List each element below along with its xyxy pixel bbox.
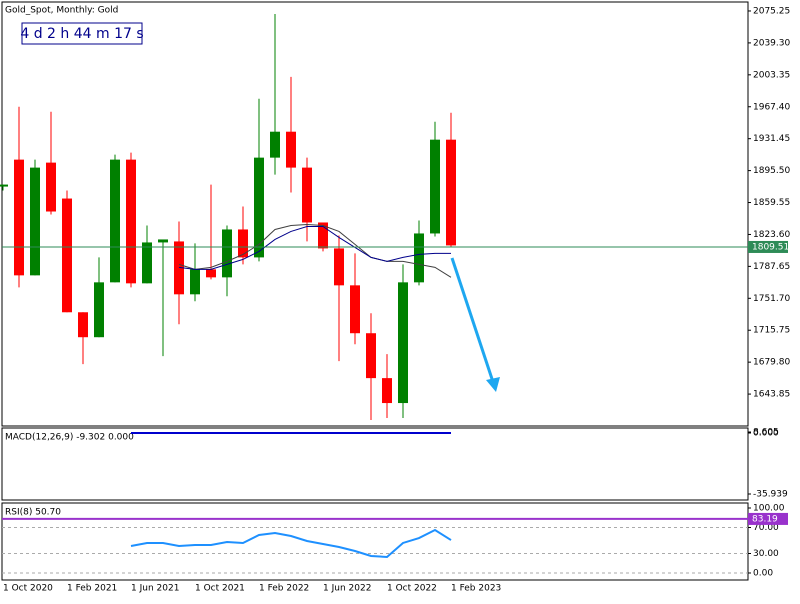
candle-body [190, 269, 200, 295]
candle-body [46, 162, 56, 212]
y-tick-label: 0.000 [753, 429, 779, 439]
candle-body [302, 167, 312, 223]
y-tick-label: 2003.35 [753, 70, 790, 80]
candle-body [238, 229, 248, 258]
candle-body [334, 248, 344, 286]
y-tick-label: 1859.55 [753, 198, 790, 208]
macd-title: MACD(12,26,9) -9.302 0.000 [5, 433, 134, 443]
candle-body [222, 229, 232, 278]
y-tick-label: 70.00 [753, 523, 779, 533]
price-panel [1, 1, 749, 427]
y-tick-label: 1895.50 [753, 166, 790, 176]
candle-body [30, 167, 40, 276]
y-tick-label: 100.00 [753, 504, 785, 514]
candle-body [398, 282, 408, 404]
candle-body [0, 184, 8, 187]
candle-body [254, 157, 264, 258]
candle-body [206, 269, 216, 278]
candle-body [14, 159, 24, 276]
current-price-label: 1809.51 [752, 242, 789, 252]
candle-body [446, 139, 456, 246]
level-label: 83.19 [752, 514, 778, 524]
y-tick-label: 1823.60 [753, 230, 790, 240]
countdown-box [21, 22, 143, 45]
y-tick-label: 1967.40 [753, 102, 790, 112]
x-tick-label: 1 Oct 2021 [195, 584, 245, 594]
rsi-title: RSI(8) 50.70 [5, 508, 61, 518]
rsi-panel [1, 502, 749, 581]
x-tick-label: 1 Oct 2020 [3, 584, 53, 594]
candle-body [94, 282, 104, 338]
x-tick-label: 1 Jun 2021 [131, 584, 179, 594]
y-tick-label: 1715.75 [753, 326, 790, 336]
arrow-shaft [450, 257, 495, 383]
x-tick-label: 1 Jun 2022 [323, 584, 371, 594]
candle-body [62, 198, 72, 313]
chart-title: Gold_Spot, Monthly: Gold [5, 6, 118, 16]
indicator-line [130, 528, 452, 559]
moving-average [178, 225, 451, 270]
y-tick-label: 1931.45 [753, 134, 790, 144]
current-price-box [748, 240, 788, 253]
y-tick-label: 30.00 [753, 549, 779, 559]
y-tick-label: 1751.70 [753, 294, 790, 304]
y-tick-label: 1679.80 [753, 358, 790, 368]
candle-body [350, 285, 360, 334]
y-tick-label: 0.00 [753, 568, 773, 578]
y-tick-label: 2039.30 [753, 38, 790, 48]
x-tick-label: 1 Oct 2022 [387, 584, 437, 594]
y-tick-label: -35.939 [753, 490, 788, 500]
y-tick-label: 1787.65 [753, 262, 790, 272]
y-tick-label: 2075.25 [753, 6, 790, 16]
candle-body [142, 242, 152, 284]
x-tick-label: 1 Feb 2023 [451, 584, 501, 594]
countdown: 4 d 2 h 44 m 17 s [20, 26, 143, 42]
y-tick-label: 8.605 [753, 428, 779, 438]
candle-body [286, 131, 296, 168]
moving-average [178, 223, 452, 278]
x-tick-label: 1 Feb 2022 [259, 584, 309, 594]
candle-body [110, 159, 120, 283]
candle-body [126, 159, 136, 284]
candle-body [366, 333, 376, 379]
candle-body [78, 312, 88, 338]
candle-body [414, 233, 424, 283]
candle-body [430, 139, 440, 234]
candle-body [158, 239, 168, 243]
level-box [748, 512, 788, 525]
y-tick-label: 1643.85 [753, 390, 790, 400]
arrow-head [486, 377, 500, 392]
macd-panel [1, 427, 749, 501]
x-tick-label: 1 Feb 2021 [67, 584, 117, 594]
candle-body [382, 378, 392, 404]
candle-body [318, 222, 328, 249]
candle-body [270, 131, 280, 158]
